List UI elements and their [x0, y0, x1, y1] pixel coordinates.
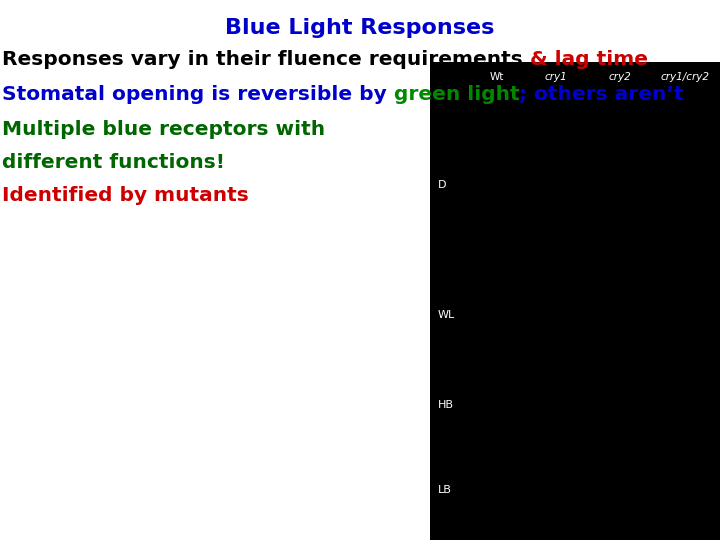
Text: Blue Light Responses: Blue Light Responses [225, 18, 495, 38]
Text: cry1: cry1 [544, 72, 567, 82]
Text: Identified by mutants: Identified by mutants [2, 186, 248, 205]
Text: D: D [438, 180, 446, 190]
Text: Stomatal opening is reversible by: Stomatal opening is reversible by [2, 85, 394, 104]
Text: Wt: Wt [490, 72, 504, 82]
Text: Responses vary in their fluence requirements: Responses vary in their fluence requirem… [2, 50, 530, 69]
Text: Multiple blue receptors with: Multiple blue receptors with [2, 120, 325, 139]
Text: different functions!: different functions! [2, 153, 225, 172]
Text: cry1/cry2: cry1/cry2 [660, 72, 709, 82]
Text: green light: green light [394, 85, 519, 104]
Text: cry2: cry2 [608, 72, 631, 82]
Text: WL: WL [438, 310, 455, 320]
Text: ; others aren’t: ; others aren’t [519, 85, 684, 104]
Bar [430, 62, 720, 540]
Text: LB: LB [438, 485, 452, 495]
Text: & lag time: & lag time [530, 50, 648, 69]
Text: HB: HB [438, 400, 454, 410]
